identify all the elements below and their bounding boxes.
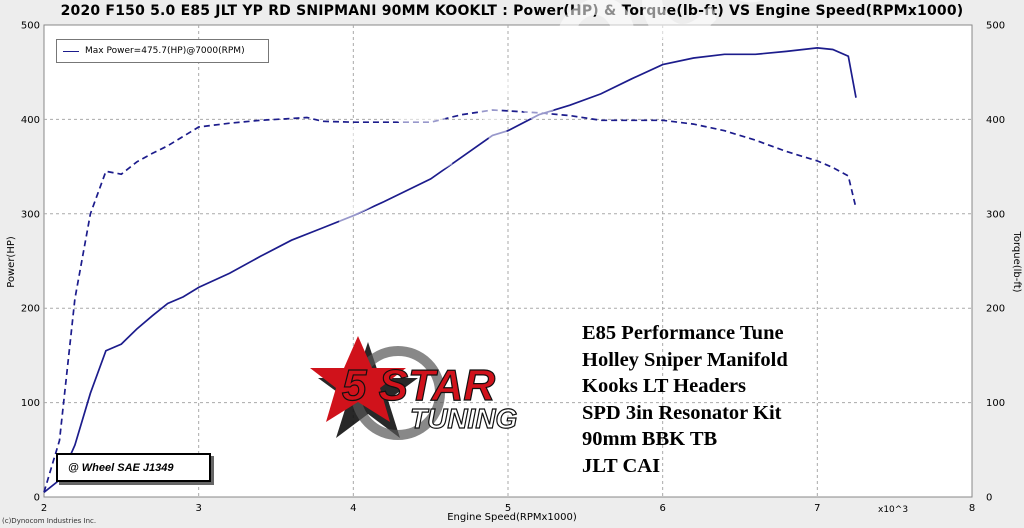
y-tick-label-right: 100 [986,398,1005,409]
chart-title: 2020 F150 5.0 E85 JLT YP RD SNIPMANI 90M… [60,3,964,19]
x-tick-label: 2 [41,503,47,514]
five-star-tuning-logo [310,336,445,440]
copyright-text: (c)Dynocom Industries Inc. [2,517,97,525]
legend-swatch [63,50,79,52]
x-tick-label: 4 [350,503,356,514]
mod-item: 90mm BBK TB [582,428,718,450]
y-tick-label-right: 500 [986,21,1005,32]
x-tick-label: 6 [659,503,665,514]
grid-lines [44,25,972,497]
mod-item: JLT CAI [582,454,661,477]
right-y-ticks: 0 100 200 300 400 500 [986,21,1005,504]
legend-label: Max Power=475.7(HP)@7000(RPM) [85,46,245,56]
mod-item: E85 Performance Tune [582,322,784,344]
x-ticks: 2 3 4 5 6 7 8 [41,503,975,514]
x-tick-label: 8 [969,503,975,514]
x-axis-label: Engine Speed(RPMx1000) [447,512,577,523]
mod-item: Holley Sniper Manifold [582,348,788,371]
condition-box: @ Wheel SAE J1349 [56,453,211,482]
y-axis-label-left: Power(HP) [6,236,17,288]
y-tick-label-left: 100 [21,398,40,409]
y-tick-label-right: 200 [986,304,1005,315]
x-scale-note: x10^3 [878,505,909,515]
mod-item: Kooks LT Headers [582,375,747,397]
mods-list: E85 Performance Tune Holley Sniper Manif… [582,320,788,479]
mod-item: SPD 3in Resonator Kit [582,401,782,424]
x-tick-label: 7 [814,503,820,514]
y-tick-label-left: 500 [21,21,40,32]
y-tick-label-right: 0 [986,493,992,504]
y-tick-label-left: 0 [34,493,40,504]
y-tick-label-left: 300 [21,209,40,220]
y-tick-label-left: 200 [21,304,40,315]
power-line [43,47,857,493]
logo-sub-text: TUNING [410,403,517,434]
y-axis-label-right: Torque(lb-ft) [1011,230,1022,292]
x-tick-label: 3 [195,503,201,514]
logo-main-text: 5 STAR [342,361,495,410]
left-y-ticks: 0 100 200 300 400 500 [21,21,40,504]
y-tick-label-right: 300 [986,209,1005,220]
y-tick-label-right: 400 [986,115,1005,126]
chart-legend: Max Power=475.7(HP)@7000(RPM) [56,39,269,63]
y-tick-label-left: 400 [21,115,40,126]
x-tick-label: 5 [505,503,511,514]
torque-line [43,109,857,493]
